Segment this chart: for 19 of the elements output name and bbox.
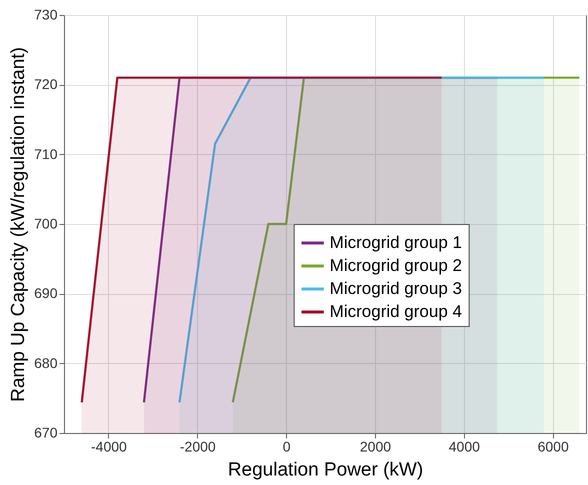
x-tick-label: 6000 xyxy=(538,438,569,454)
y-tick-label: 730 xyxy=(34,6,58,22)
x-tick-label: 4000 xyxy=(448,438,480,454)
x-tick-label: 0 xyxy=(282,438,291,454)
y-axis-title: Ramp Up Capacity (kW/regulation instant) xyxy=(8,47,30,402)
y-tick-label: 720 xyxy=(34,76,58,92)
legend-label: Microgrid group 1 xyxy=(330,233,462,252)
legend-label: Microgrid group 2 xyxy=(330,256,462,275)
x-tick-label: -4000 xyxy=(91,438,128,454)
y-tick-label: 710 xyxy=(34,146,58,162)
x-tick-label: -2000 xyxy=(180,438,216,454)
legend-label: Microgrid group 4 xyxy=(330,302,462,321)
y-tick-label: 670 xyxy=(34,424,58,440)
y-tick-label: 700 xyxy=(34,216,58,232)
y-tick-label: 680 xyxy=(34,354,58,371)
legend-label: Microgrid group 3 xyxy=(330,279,462,298)
x-axis-title: Regulation Power (kW) xyxy=(228,460,424,480)
y-tick-label: 690 xyxy=(34,285,58,302)
x-tick-label: 2000 xyxy=(360,438,392,454)
